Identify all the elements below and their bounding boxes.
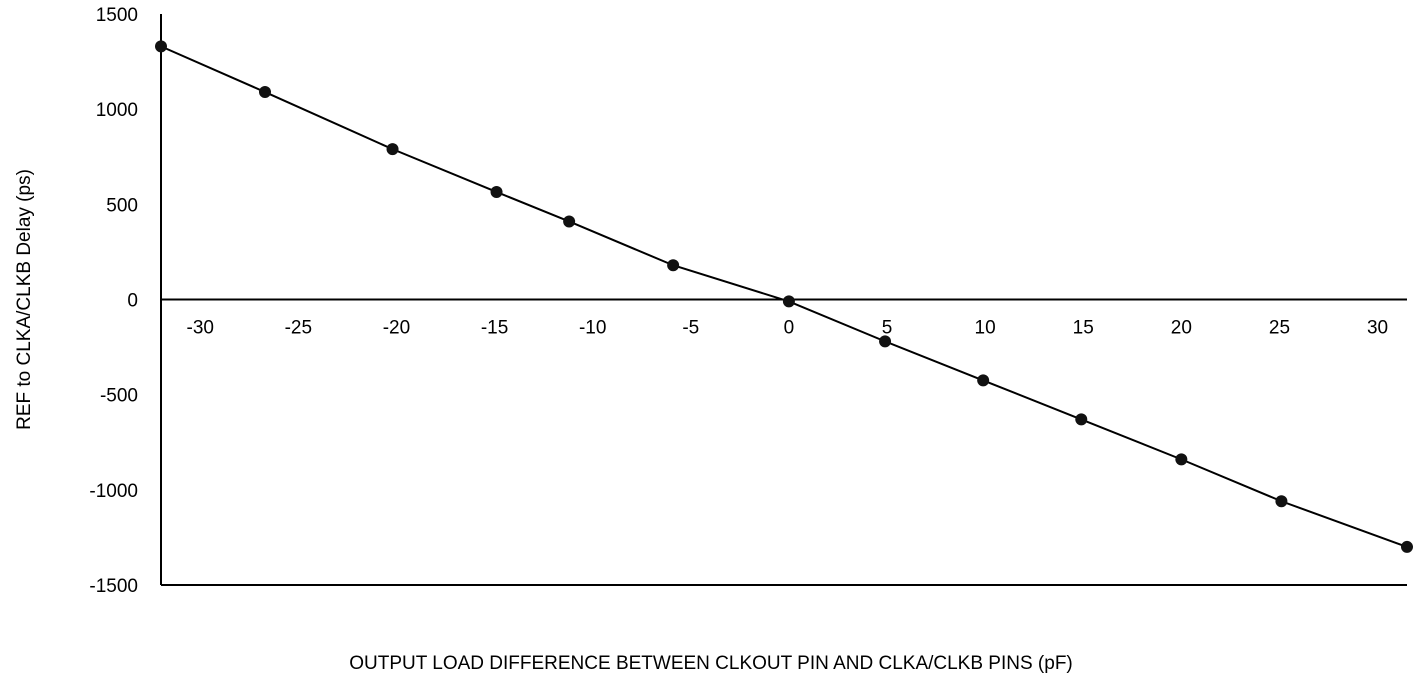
y-tick-label: 1500 bbox=[96, 5, 138, 26]
y-tick-label: 500 bbox=[106, 195, 138, 216]
data-point bbox=[879, 335, 892, 348]
x-tick-label: 5 bbox=[882, 318, 893, 339]
data-point bbox=[563, 215, 576, 228]
x-tick-label: 25 bbox=[1269, 318, 1290, 339]
series-line bbox=[160, 45, 1408, 548]
data-point bbox=[490, 185, 503, 198]
data-point bbox=[977, 374, 990, 387]
y-axis-title: REF to CLKA/CLKB Delay (ps) bbox=[14, 169, 35, 430]
x-tick-label: -20 bbox=[383, 318, 410, 339]
data-point bbox=[667, 259, 680, 272]
y-tick-label: 0 bbox=[127, 291, 138, 312]
y-tick-label: 1000 bbox=[96, 100, 138, 121]
x-tick-label: 15 bbox=[1073, 318, 1094, 339]
y-tick-label: -1500 bbox=[89, 576, 138, 597]
data-point bbox=[155, 40, 167, 53]
data-point bbox=[1075, 413, 1088, 426]
x-tick-labels: -30 -25 -20 -15 -10 -5 0 5 10 15 20 25 30 bbox=[187, 318, 1389, 339]
x-tick-label: -25 bbox=[285, 318, 312, 339]
x-tick-label: 0 bbox=[784, 318, 795, 339]
y-tick-labels: 1500 1000 500 0 -500 -1000 -1500 bbox=[89, 5, 138, 597]
x-tick-label: 10 bbox=[975, 318, 996, 339]
data-point bbox=[1275, 495, 1288, 508]
data-point bbox=[1401, 540, 1413, 553]
x-tick-label: -5 bbox=[682, 318, 699, 339]
y-tick-label: -500 bbox=[100, 386, 138, 407]
data-point bbox=[258, 86, 271, 99]
y-tick-label: -1000 bbox=[89, 481, 138, 502]
x-tick-label: -15 bbox=[481, 318, 508, 339]
x-tick-label: -10 bbox=[579, 318, 606, 339]
series-layer bbox=[155, 40, 1413, 553]
data-point bbox=[1175, 453, 1188, 466]
x-tick-label: 30 bbox=[1367, 318, 1388, 339]
x-tick-label: -30 bbox=[187, 318, 214, 339]
data-point bbox=[782, 295, 795, 308]
x-axis-title: OUTPUT LOAD DIFFERENCE BETWEEN CLKOUT PI… bbox=[349, 653, 1073, 674]
x-tick-label: 20 bbox=[1171, 318, 1192, 339]
data-point bbox=[386, 143, 399, 156]
